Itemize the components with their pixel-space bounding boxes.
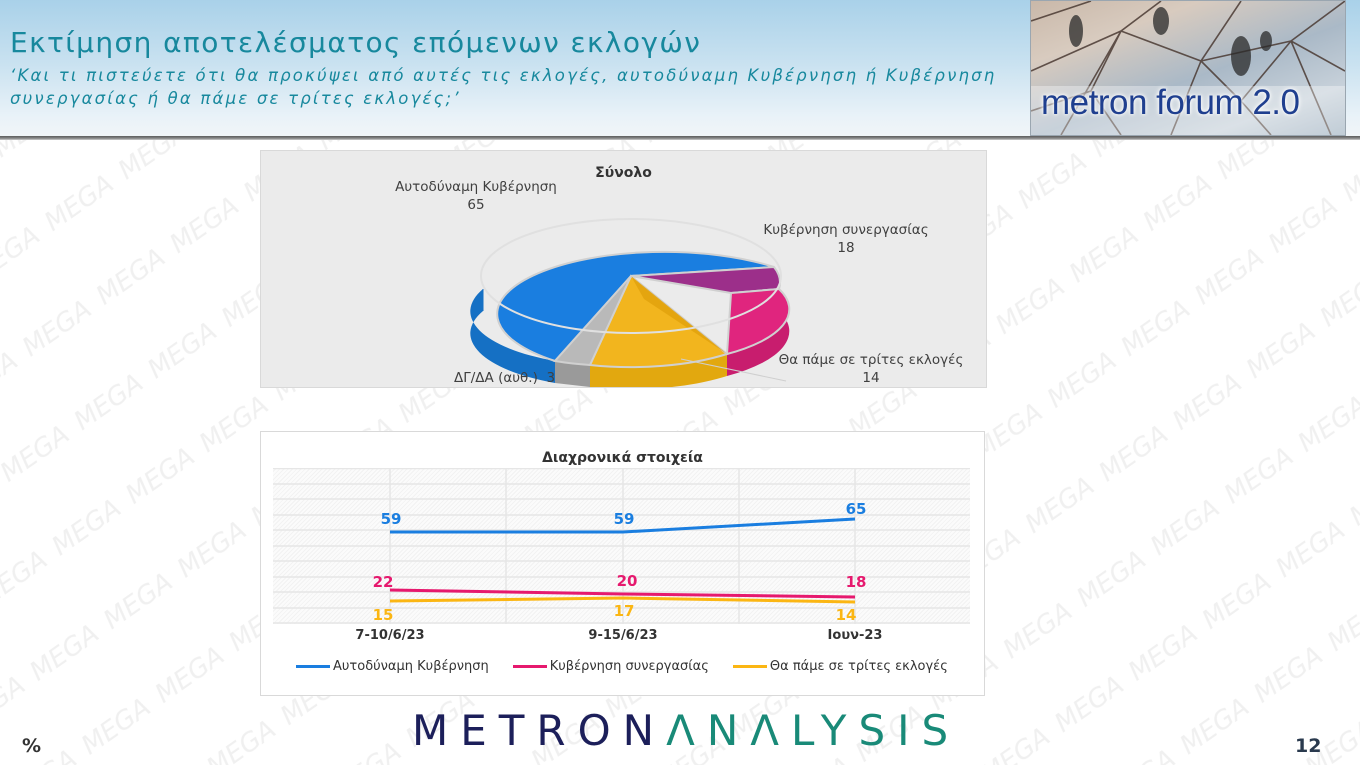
pie-label-synergasias: Κυβέρνηση συνεργασίας 18 [741,221,951,257]
chart-legend: Αυτοδύναμη Κυβέρνηση Κυβέρνηση συνεργασί… [296,657,956,675]
legend-item-trites: Θα πάμε σε τρίτες εκλογές [732,658,948,674]
data-label: 15 [372,606,394,624]
line-chart-panel: Διαχρονικά στοιχεία [260,431,985,696]
pie-label-value: 3 [546,370,556,386]
pie-label-name: ΔΓ/ΔΑ (αυθ.) [454,370,538,386]
x-tick-label: 9-15/6/23 [588,628,658,643]
logo-text: metron forum 2.0 [1041,83,1300,122]
data-label: 22 [372,573,394,591]
series-line-synergasias [389,588,856,599]
data-label: 14 [835,606,857,624]
data-label: 17 [613,602,635,620]
pie-label-dg-da: ΔΓ/ΔΑ (αυθ.) 3 [454,369,555,387]
pie-label-value: 65 [467,197,485,213]
header-divider [0,136,1360,140]
legend-item-autodynami: Αυτοδύναμη Κυβέρνηση [296,659,489,674]
data-label: 18 [845,573,867,591]
pie-chart-panel: Σύνολο Αυτοδύναμη Κυβέρνηση 65 Κυβέρνηση… [260,150,987,388]
pie-label-value: 14 [862,370,880,386]
pie-label-autodynami: Αυτοδύναμη Κυβέρνηση 65 [376,178,576,214]
data-label: 59 [613,510,635,528]
pie-chart-title: Σύνολο [595,165,652,181]
legend-label: Θα πάμε σε τρίτες εκλογές [769,658,948,674]
page-number: 12 [1295,735,1322,757]
geometric-floor-image [1031,1,1345,135]
x-tick-label: 7-10/6/23 [355,628,425,643]
x-tick-label: Ιουν-23 [827,628,883,643]
data-label: 20 [616,572,638,590]
line-chart [273,467,970,624]
legend-label: Κυβέρνηση συνεργασίας [549,658,709,674]
unit-label: % [22,735,42,757]
legend-swatch [512,664,547,668]
slide-subtitle: ‘Και τι πιστεύετε ότι θα προκύψει από αυ… [10,66,997,108]
logo-part-analysis: ΛNΛLYSIS [666,706,961,755]
pie-label-name: Κυβέρνηση συνεργασίας [763,222,929,238]
legend-swatch [732,664,767,668]
metron-analysis-logo: METRONΛNΛLYSIS [412,706,960,755]
data-label: 65 [845,500,867,518]
pie-slice-trites [588,274,730,369]
pie-label-name: Αυτοδύναμη Κυβέρνηση [395,179,557,195]
pie-slice-synergasias [725,287,791,356]
metron-forum-logo: metron forum 2.0 [1030,0,1346,136]
data-label: 59 [380,510,402,528]
line-chart-title: Διαχρονικά στοιχεία [542,450,703,466]
legend-swatch [296,664,330,668]
pie-slice-dg-da [553,275,632,367]
pie-slices [496,250,791,369]
pie-label-value: 18 [837,240,855,256]
legend-item-synergasias: Κυβέρνηση συνεργασίας [512,658,709,674]
pie-label-name: Θα πάμε σε τρίτες εκλογές [778,352,964,368]
legend-label: Αυτοδύναμη Κυβέρνηση [333,658,489,674]
series-line-trites [389,596,856,604]
gridlines [273,467,970,624]
pie-label-trites: Θα πάμε σε τρίτες εκλογές 14 [766,351,976,387]
logo-part-metron: METRON [412,706,667,755]
pie-slice-autodynami [496,250,775,363]
slide-title: Εκτίμηση αποτελέσματος επόμενων εκλογών [10,26,702,59]
series-line-autodynami [390,517,856,534]
pie-chart [470,218,791,387]
slide-header: Εκτίμηση αποτελέσματος επόμενων εκλογών … [0,0,1360,137]
line-plot-area [273,467,970,624]
